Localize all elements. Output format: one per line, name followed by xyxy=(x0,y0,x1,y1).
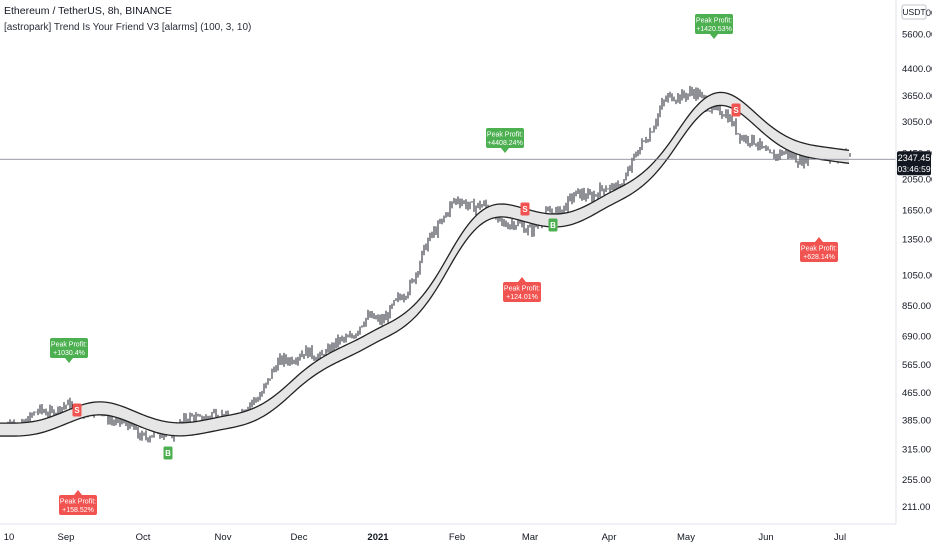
y-tick-label: 3050.00 xyxy=(902,117,932,128)
price-tag-value: 2347.45 xyxy=(898,153,931,163)
sell-signal-marker[interactable] xyxy=(520,202,530,216)
price-tag-countdown: 03:46:59 xyxy=(897,164,930,174)
y-tick-label: 4400.00 xyxy=(902,64,932,75)
y-tick-label: 690.00 xyxy=(902,331,931,342)
y-tick-label: 465.00 xyxy=(902,388,931,399)
x-tick-label: Apr xyxy=(602,532,617,543)
y-tick-label: 3650.00 xyxy=(902,91,932,102)
callout-box xyxy=(800,242,838,262)
callout-line1: Peak Profit: xyxy=(504,286,540,293)
buy-signal-marker[interactable] xyxy=(548,218,558,232)
callout-pointer xyxy=(815,237,823,242)
currency-badge[interactable]: USDT xyxy=(901,4,927,20)
y-tick-label: 2050.00 xyxy=(902,174,932,185)
signal-label: S xyxy=(74,406,80,415)
callout-line2: +1030.4% xyxy=(53,350,85,357)
y-tick-label: 1650.00 xyxy=(902,206,932,217)
peak-profit-callout: Peak Profit:+4408.24% xyxy=(486,128,524,153)
price-tag-box xyxy=(897,151,931,176)
callout-box xyxy=(695,14,733,34)
callout-pointer xyxy=(710,34,718,39)
peak-profit-callout: Peak Profit:+1420.53% xyxy=(695,14,733,39)
callout-box xyxy=(486,128,524,148)
callout-line2: +4408.24% xyxy=(487,140,523,147)
callout-line2: +158.52% xyxy=(62,507,94,514)
indicator-label[interactable]: [astropark] Trend Is Your Friend V3 [ala… xyxy=(4,22,252,33)
x-tick-label: Nov xyxy=(215,532,232,543)
y-tick-label: 565.00 xyxy=(902,360,931,371)
x-tick-label: May xyxy=(677,532,695,543)
signal-label: S xyxy=(733,106,739,115)
signal-label: B xyxy=(550,221,556,230)
y-tick-label: 850.00 xyxy=(902,301,931,312)
callout-line1: Peak Profit: xyxy=(801,246,837,253)
time-axis: 10 Sep Oct Nov Dec 2021 Feb Mar Apr May Jun Jul xyxy=(4,532,846,543)
x-tick-label: Feb xyxy=(449,532,465,543)
callout-line2: +124.01% xyxy=(506,294,538,301)
x-tick-label: Sep xyxy=(58,532,75,543)
y-tick-label: 1050.00 xyxy=(902,271,932,282)
callout-line2: +1420.53% xyxy=(696,26,732,33)
sell-signal-marker[interactable] xyxy=(731,103,741,117)
y-tick-label: 5600.00 xyxy=(902,29,932,40)
signal-label: B xyxy=(165,449,171,458)
peak-profit-callout: Peak Profit:+124.01% xyxy=(503,277,541,302)
currency-label: USDT xyxy=(902,7,925,17)
callout-line1: Peak Profit: xyxy=(487,132,523,139)
x-tick-label: 10 xyxy=(4,532,15,543)
callout-pointer xyxy=(501,148,509,153)
band-lower-line xyxy=(0,104,850,437)
peak-profit-callout: Peak Profit:+628.14% xyxy=(800,237,838,262)
callout-box xyxy=(59,495,97,515)
band-fill xyxy=(0,92,849,437)
y-tick-label: 385.00 xyxy=(902,415,931,426)
x-tick-label: Jun xyxy=(758,532,773,543)
x-tick-label: Jul xyxy=(834,532,846,543)
callout-line1: Peak Profit: xyxy=(51,342,87,349)
signals-layer: S B S B S xyxy=(72,103,741,460)
band-upper-line xyxy=(0,91,850,424)
x-tick-label: 2021 xyxy=(367,532,389,543)
x-tick-label: Mar xyxy=(522,532,538,543)
y-tick-label: 1350.00 xyxy=(902,235,932,246)
peak-profit-callout: Peak Profit:+1030.4% xyxy=(50,338,88,363)
callout-line1: Peak Profit: xyxy=(696,18,732,25)
callout-pointer xyxy=(65,358,73,363)
y-tick-label: 211.00 xyxy=(902,502,930,513)
signal-label: S xyxy=(522,205,528,214)
price-candles xyxy=(0,85,851,443)
annotations-layer: Peak Profit:+1030.4%Peak Profit:+158.52%… xyxy=(50,14,838,515)
callout-box xyxy=(503,282,541,302)
callout-pointer xyxy=(74,490,82,495)
x-tick-label: Oct xyxy=(136,532,151,543)
callout-line1: Peak Profit: xyxy=(60,499,96,506)
buy-signal-marker[interactable] xyxy=(163,446,173,460)
peak-profit-callout: Peak Profit:+158.52% xyxy=(59,490,97,515)
callout-box xyxy=(50,338,88,358)
y-tick-label: 315.00 xyxy=(902,444,931,455)
callout-pointer xyxy=(518,277,526,282)
x-tick-label: Dec xyxy=(291,532,308,543)
y-tick-label: 255.00 xyxy=(902,475,931,486)
price-axis: 6500.005600.004400.003650.003050.002450.… xyxy=(902,8,932,513)
callout-line2: +628.14% xyxy=(803,254,835,261)
chart-title: Ethereum / TetherUS, 8h, BINANCE xyxy=(4,5,172,17)
trend-band xyxy=(0,91,850,437)
sell-signal-marker[interactable] xyxy=(72,403,82,417)
